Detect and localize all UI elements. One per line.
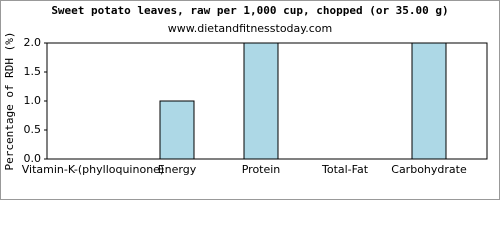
- y-tick-label: 2.0: [24, 36, 42, 49]
- x-tick-label: Energy: [158, 163, 197, 176]
- bar: [159, 100, 195, 160]
- y-tick-label: 1.5: [24, 65, 42, 78]
- y-tick-label: 0.0: [24, 152, 42, 165]
- x-tick-label: Total-Fat: [321, 163, 369, 176]
- bar: [411, 42, 447, 160]
- chart: Sweet potato leaves, raw per 1,000 cup, …: [0, 0, 500, 200]
- x-tick-label: Protein: [242, 163, 281, 176]
- chart-title: Sweet potato leaves, raw per 1,000 cup, …: [51, 4, 448, 17]
- y-axis-label: Percentage of RDH (%): [3, 31, 16, 170]
- y-tick-label: 1.0: [24, 94, 42, 107]
- x-tick-label: Carbohydrate: [391, 163, 467, 176]
- x-tick-label: Vitamin-K-(phylloquinone): [22, 163, 164, 176]
- y-tick-label: 0.5: [24, 123, 42, 136]
- chart-subtitle: www.dietandfitnesstoday.com: [168, 22, 332, 35]
- bar: [243, 42, 279, 160]
